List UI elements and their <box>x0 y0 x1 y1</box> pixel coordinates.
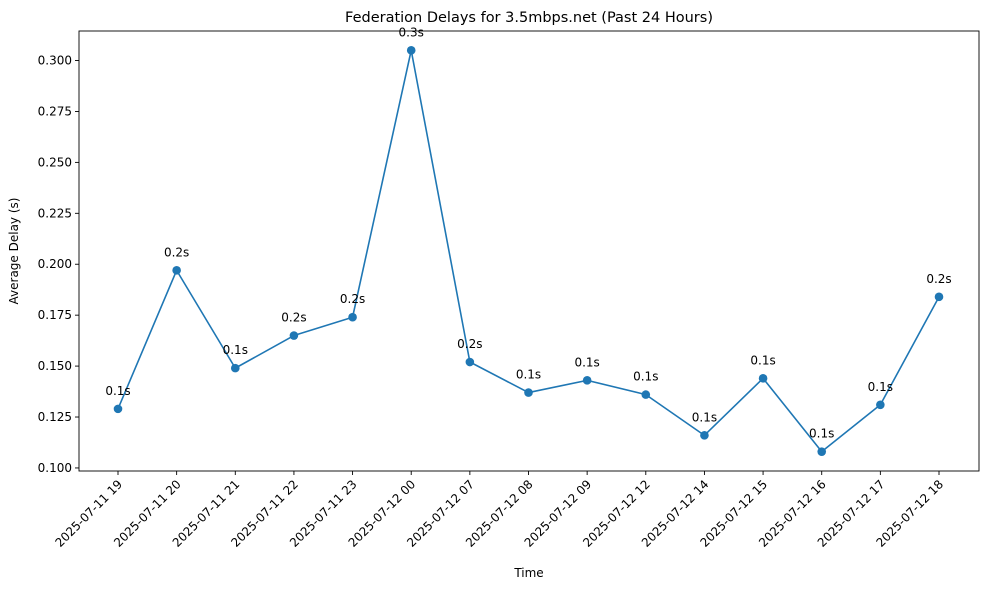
data-point <box>406 46 416 55</box>
y-axis: 0.100 0.125 0.150 0.175 0.200 0.225 0.250 0.275… <box>38 54 79 475</box>
data-label: 0.3s <box>399 25 424 39</box>
y-axis-title: Average Delay (s) <box>7 198 21 305</box>
data-label: 0.2s <box>457 337 482 351</box>
y-tick-label: 0.225 <box>38 206 72 220</box>
data-label: 0.1s <box>633 370 658 384</box>
plot-area-frame <box>78 30 980 472</box>
data-point <box>876 400 885 410</box>
data-point <box>934 292 944 302</box>
x-axis-title: Time <box>513 566 543 580</box>
y-tick-label: 0.250 <box>38 155 72 169</box>
data-point <box>524 388 533 397</box>
y-tick-label: 0.150 <box>38 359 72 373</box>
chart-title: Federation Delays for 3.5mbps.net (Past … <box>345 10 713 26</box>
y-tick-label: 0.125 <box>38 410 72 424</box>
y-tick-label: 0.100 <box>38 461 72 475</box>
data-label: 0.1s <box>692 410 717 424</box>
data-point <box>230 363 240 373</box>
data-point <box>348 312 357 322</box>
data-label: 0.1s <box>809 427 834 441</box>
y-tick-label: 0.300 <box>38 54 72 68</box>
data-label: 0.1s <box>868 380 893 394</box>
y-tick-label: 0.275 <box>38 104 72 118</box>
data-label: 0.1s <box>750 353 775 367</box>
data-point <box>582 376 592 385</box>
data-point <box>641 390 651 399</box>
data-point <box>758 374 768 383</box>
data-label: 0.1s <box>516 368 541 382</box>
data-label: 0.2s <box>340 292 365 306</box>
data-label: 0.2s <box>164 245 189 259</box>
y-tick-label: 0.175 <box>38 308 72 322</box>
data-label: 0.1s <box>105 384 130 398</box>
data-point <box>817 447 827 456</box>
data-label: 0.1s <box>223 343 248 357</box>
series-layer: 0.1s 0.2s 0.1s 0.2s 0.2s 0.3s 0.2s 0.1s 0.1s 0.1s… <box>105 25 952 456</box>
data-point <box>113 404 123 414</box>
data-point <box>700 431 709 440</box>
data-point <box>465 357 475 367</box>
y-tick-label: 0.200 <box>38 257 72 271</box>
data-label: 0.2s <box>926 272 951 286</box>
data-label: 0.1s <box>574 355 599 369</box>
data-label: 0.2s <box>281 311 306 325</box>
data-point <box>172 266 181 275</box>
data-point <box>289 331 299 340</box>
